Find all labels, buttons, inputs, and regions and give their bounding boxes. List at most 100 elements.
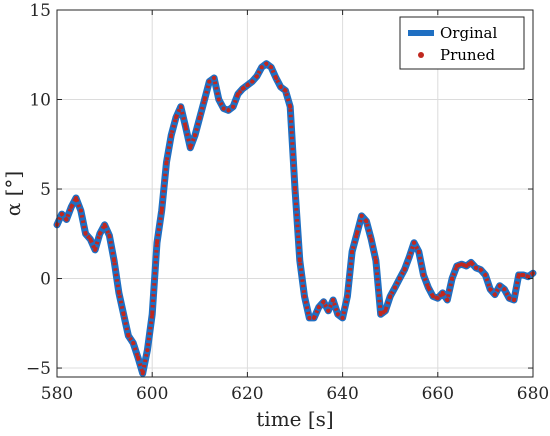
data-point: [250, 79, 255, 84]
y-tick-label: −5: [26, 359, 51, 379]
y-tick-label: 5: [40, 180, 51, 200]
data-point: [312, 315, 316, 320]
data-point: [145, 348, 150, 353]
x-tick-label: 660: [422, 384, 454, 404]
data-point: [397, 276, 402, 281]
data-point: [283, 88, 288, 93]
series-dots: [55, 61, 535, 376]
data-point: [102, 222, 107, 227]
data-point: [350, 249, 355, 254]
data-point: [383, 308, 388, 313]
legend: Orginal Pruned: [399, 16, 525, 70]
y-tick-label: 10: [29, 91, 51, 111]
data-point: [59, 212, 64, 217]
data-point: [326, 308, 331, 313]
series-layer: [53, 60, 537, 377]
data-point: [231, 104, 236, 109]
data-point: [450, 276, 455, 281]
data-point: [221, 106, 226, 111]
data-point: [431, 294, 435, 299]
data-point: [459, 262, 464, 267]
data-point: [469, 260, 474, 265]
data-point: [435, 296, 440, 301]
data-point: [226, 108, 231, 113]
data-point: [140, 371, 145, 376]
data-point: [364, 219, 369, 224]
series-pruned: [55, 61, 535, 376]
data-point: [150, 312, 155, 317]
data-point: [193, 133, 197, 138]
data-point: [483, 273, 488, 277]
data-point: [155, 240, 159, 245]
y-axis-label: α [°]: [1, 171, 25, 216]
data-point: [297, 258, 302, 263]
data-point: [216, 97, 221, 102]
data-point: [321, 299, 326, 304]
data-point: [197, 115, 202, 120]
data-point: [245, 83, 250, 88]
data-point: [64, 217, 69, 222]
x-tick-label: 580: [41, 384, 73, 404]
data-point: [454, 264, 459, 268]
data-point: [159, 208, 164, 213]
data-point: [521, 273, 526, 277]
data-point: [69, 204, 74, 209]
data-point: [421, 273, 426, 277]
data-point: [369, 237, 374, 242]
data-point: [516, 273, 521, 277]
data-point: [202, 97, 207, 102]
data-point: [507, 296, 512, 301]
data-point: [393, 285, 397, 290]
data-point: [178, 104, 183, 109]
x-tick-label: 620: [231, 384, 263, 404]
data-point: [478, 267, 483, 272]
data-point: [131, 341, 136, 345]
data-point: [274, 76, 278, 80]
data-point: [135, 355, 140, 360]
data-point: [169, 133, 174, 138]
x-tick-label: 600: [136, 384, 168, 404]
data-point: [183, 124, 188, 129]
data-point: [116, 290, 121, 295]
data-point: [440, 290, 445, 295]
x-axis-label: time [s]: [256, 407, 333, 431]
data-point: [378, 312, 383, 317]
data-point: [302, 294, 307, 299]
data-point: [93, 247, 98, 252]
data-point: [416, 249, 421, 254]
data-point: [526, 274, 531, 279]
data-point: [426, 285, 431, 290]
data-point: [407, 255, 412, 260]
data-point: [288, 104, 293, 109]
data-point: [74, 196, 78, 200]
data-point: [316, 305, 321, 310]
data-point: [497, 283, 502, 288]
data-point: [269, 65, 274, 70]
data-point: [254, 74, 259, 79]
data-point: [188, 145, 193, 150]
data-point: [126, 333, 131, 338]
data-point: [293, 187, 297, 191]
data-point: [373, 258, 378, 263]
data-point: [207, 79, 212, 84]
data-point: [340, 315, 345, 320]
x-tick-label: 680: [517, 384, 549, 404]
data-point: [83, 231, 88, 236]
data-point: [164, 160, 169, 165]
data-point: [473, 265, 478, 270]
data-point: [492, 292, 497, 297]
data-point: [174, 115, 178, 120]
data-point: [121, 312, 126, 317]
data-point: [502, 287, 507, 292]
data-point: [88, 237, 93, 242]
legend-swatch-pruned: [418, 52, 424, 58]
legend-box: [399, 16, 525, 70]
data-point: [307, 315, 312, 320]
legend-label-pruned: Pruned: [440, 46, 495, 64]
y-tick-label: 0: [40, 270, 51, 290]
data-point: [412, 240, 416, 245]
data-point: [359, 213, 364, 218]
data-point: [335, 312, 340, 317]
x-tick-label: 640: [326, 384, 358, 404]
